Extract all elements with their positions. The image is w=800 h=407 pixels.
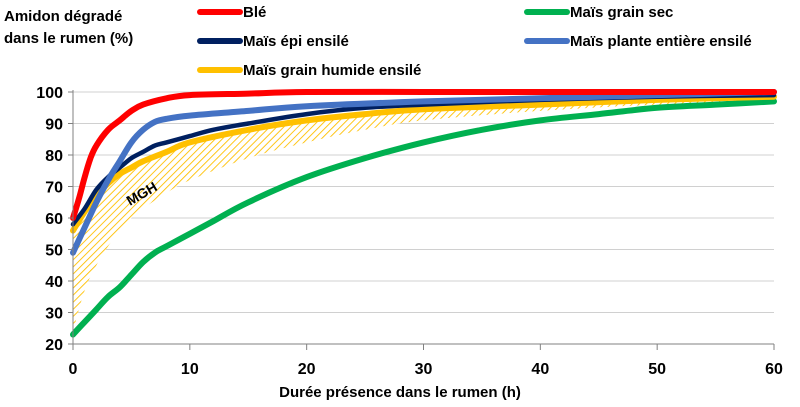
mgh-band-area [73, 96, 774, 332]
y-tick-label-50: 50 [45, 243, 63, 260]
x-tick-label-10: 10 [181, 361, 199, 378]
series-line-1 [70, 98, 777, 338]
y-tick-label-90: 90 [45, 117, 63, 134]
legend-label-2: Maïs épi ensilé [243, 33, 349, 50]
y-tick-label-40: 40 [45, 274, 63, 291]
legend-label-0: Blé [243, 4, 266, 21]
gridlines [73, 91, 774, 345]
y-tick-label-60: 60 [45, 211, 63, 228]
x-tick-label-20: 20 [298, 361, 316, 378]
x-tick-label-50: 50 [648, 361, 666, 378]
series-line-0 [70, 88, 777, 221]
series-lines [70, 88, 777, 338]
y-tick-label-20: 20 [45, 337, 63, 354]
y-tick-label-70: 70 [45, 180, 63, 197]
series-line-4 [70, 89, 777, 256]
legend: Blé Maïs grain sec Maïs épi ensilé Maïs pla… [197, 4, 752, 79]
legend-label-4: Maïs plante entière ensilé [570, 33, 752, 50]
legend-label-3: Maïs grain humide ensilé [243, 62, 421, 79]
x-tick-label-40: 40 [531, 361, 549, 378]
x-tick-label-0: 0 [69, 361, 78, 378]
y-tick-label-80: 80 [45, 148, 63, 165]
x-tick-label-30: 30 [415, 361, 433, 378]
mgh-band [73, 96, 774, 332]
legend-label-1: Maïs grain sec [570, 4, 673, 21]
y-tick-label-100: 100 [36, 85, 63, 102]
axes [68, 90, 775, 350]
y-tick-label-30: 30 [45, 306, 63, 323]
y-axis-title-line2: dans le rumen (%) [4, 30, 134, 47]
y-axis-title-line1: Amidon dégradé [4, 8, 123, 25]
tick-labels: 20 30 40 50 60 70 80 90 100 0 10 20 30 40 50 60 [36, 85, 783, 378]
y-axis-title: Amidon dégradé dans le rumen (%) [4, 6, 133, 50]
x-tick-label-60: 60 [765, 361, 783, 378]
x-axis-title: Durée présence dans le rumen (h) [279, 384, 521, 401]
